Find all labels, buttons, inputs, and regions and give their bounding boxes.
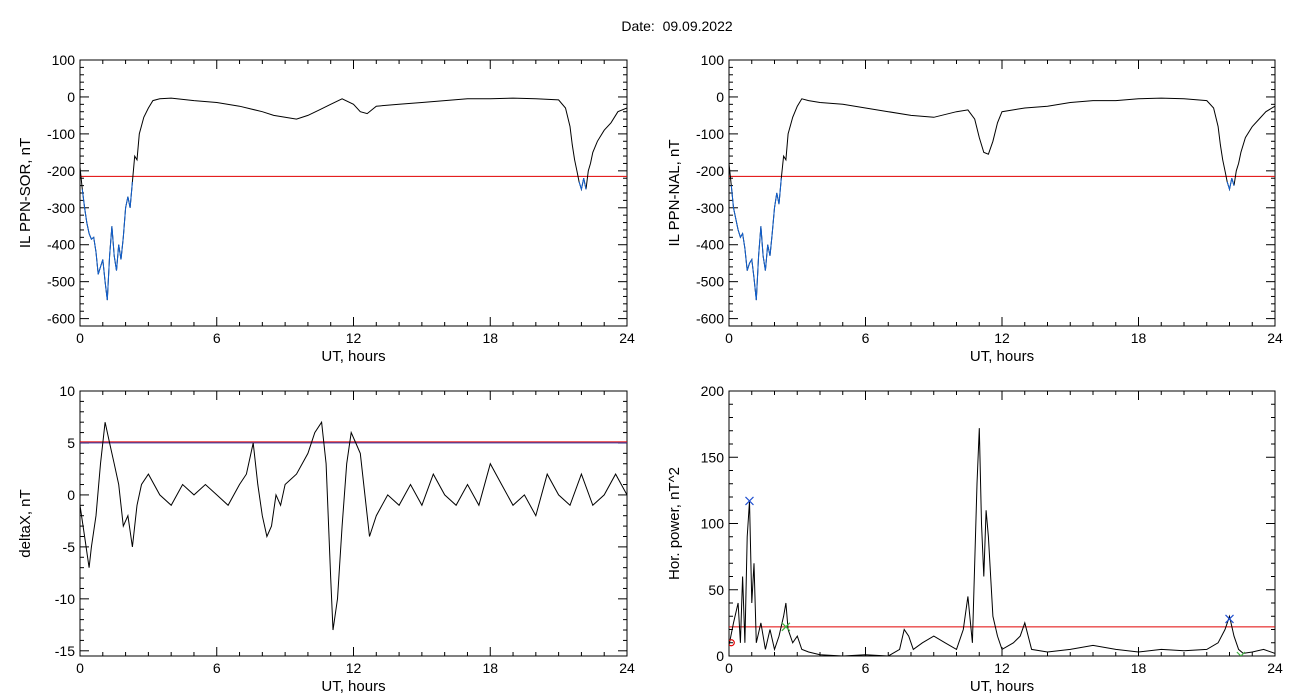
y-tick-label: -5 xyxy=(63,539,76,555)
series-line-2 xyxy=(81,181,133,301)
y-tick-label: 0 xyxy=(716,648,724,664)
y-tick-label: 10 xyxy=(59,383,75,399)
marker-x xyxy=(1236,651,1246,656)
y-tick-label: -400 xyxy=(47,237,75,253)
y-tick-label: -500 xyxy=(47,274,75,290)
x-tick-label: 24 xyxy=(1267,330,1283,346)
x-tick-label: 0 xyxy=(725,660,733,676)
marker-x xyxy=(781,622,791,632)
y-tick-label: -600 xyxy=(696,311,724,327)
plot-area xyxy=(729,428,1275,656)
x-tick-label: 24 xyxy=(619,330,635,346)
y-tick-label: -300 xyxy=(696,200,724,216)
x-tick-label: 24 xyxy=(619,660,635,676)
x-tick-label: 0 xyxy=(76,330,84,346)
x-axis-label: UT, hours xyxy=(970,678,1034,695)
series-line-3 xyxy=(578,178,587,192)
plot-area xyxy=(80,420,627,631)
y-tick-label: 100 xyxy=(52,52,76,68)
y-tick-label: 150 xyxy=(701,449,725,465)
plot-area xyxy=(80,97,627,301)
y-tick-label: -200 xyxy=(696,163,724,179)
series-line-1 xyxy=(729,428,1275,656)
y-tick-label: -10 xyxy=(55,591,75,607)
x-tick-label: 6 xyxy=(862,660,870,676)
chart-panel-1: 0 6 12 18 24 100 0 -100 -200 -300 -400 -500 -600 UT, … xyxy=(17,52,635,365)
y-tick-label: 100 xyxy=(701,52,725,68)
plot-frame xyxy=(79,59,628,327)
y-tick-label: -15 xyxy=(55,643,75,659)
chart-panel-4: 0 6 12 18 24 200 150 100 50 0 UT, hours Hor. power,… xyxy=(666,383,1283,695)
x-tick-label: 24 xyxy=(1267,660,1283,676)
y-axis-label: IL PPN-NAL, nT xyxy=(666,140,683,247)
x-tick-label: 12 xyxy=(994,330,1010,346)
y-tick-label: 0 xyxy=(67,487,75,503)
x-tick-label: 6 xyxy=(213,330,221,346)
y-axis-label: IL PPN-SOR, nT xyxy=(17,138,34,248)
y-tick-label: 5 xyxy=(67,435,75,451)
x-tick-label: 18 xyxy=(1131,330,1147,346)
x-tick-label: 6 xyxy=(862,330,870,346)
x-tick-label: 0 xyxy=(76,660,84,676)
y-tick-label: -400 xyxy=(696,237,724,253)
y-tick-label: -300 xyxy=(47,200,75,216)
figure-title: Date: 09.09.2022 xyxy=(621,18,733,34)
marker-x xyxy=(745,496,754,506)
series-line-2 xyxy=(730,178,782,301)
y-axis-label: deltaX, nT xyxy=(17,489,34,557)
x-axis-label: UT, hours xyxy=(970,348,1034,365)
plot-area xyxy=(729,97,1275,301)
x-axis-label: UT, hours xyxy=(321,678,385,695)
y-tick-label: -100 xyxy=(47,126,75,142)
y-tick-label: 0 xyxy=(67,89,75,105)
chart-panel-3: 0 6 12 18 24 10 5 0 -5 -10 -15 UT, hours deltaX, nT xyxy=(17,383,635,695)
marker-x xyxy=(1225,614,1234,624)
x-tick-label: 12 xyxy=(994,660,1010,676)
y-tick-label: 0 xyxy=(716,89,724,105)
y-tick-label: 50 xyxy=(708,582,724,598)
series-line-1 xyxy=(80,420,627,631)
plot-frame xyxy=(728,390,1276,657)
x-tick-label: 18 xyxy=(482,330,498,346)
x-tick-label: 18 xyxy=(1131,660,1147,676)
chart-panel-2: 0 6 12 18 24 100 0 -100 -200 -300 -400 -500 -600 UT, … xyxy=(666,52,1283,365)
x-tick-label: 18 xyxy=(482,660,498,676)
y-tick-label: -100 xyxy=(696,126,724,142)
y-tick-label: -600 xyxy=(47,311,75,327)
y-tick-label: -200 xyxy=(47,163,75,179)
marker-o xyxy=(729,639,735,647)
y-tick-label: -500 xyxy=(696,274,724,290)
x-tick-label: 0 xyxy=(725,330,733,346)
plot-frame xyxy=(79,390,628,657)
series-line-1 xyxy=(729,97,1275,301)
x-axis-label: UT, hours xyxy=(321,348,385,365)
x-tick-label: 6 xyxy=(213,660,221,676)
x-tick-label: 12 xyxy=(346,330,362,346)
y-tick-label: 200 xyxy=(701,383,725,399)
y-axis-label: Hor. power, nT^2 xyxy=(666,467,683,580)
x-tick-label: 12 xyxy=(346,660,362,676)
series-line-1 xyxy=(80,97,627,301)
y-tick-label: 100 xyxy=(701,516,725,532)
series-line-3 xyxy=(1226,178,1235,192)
